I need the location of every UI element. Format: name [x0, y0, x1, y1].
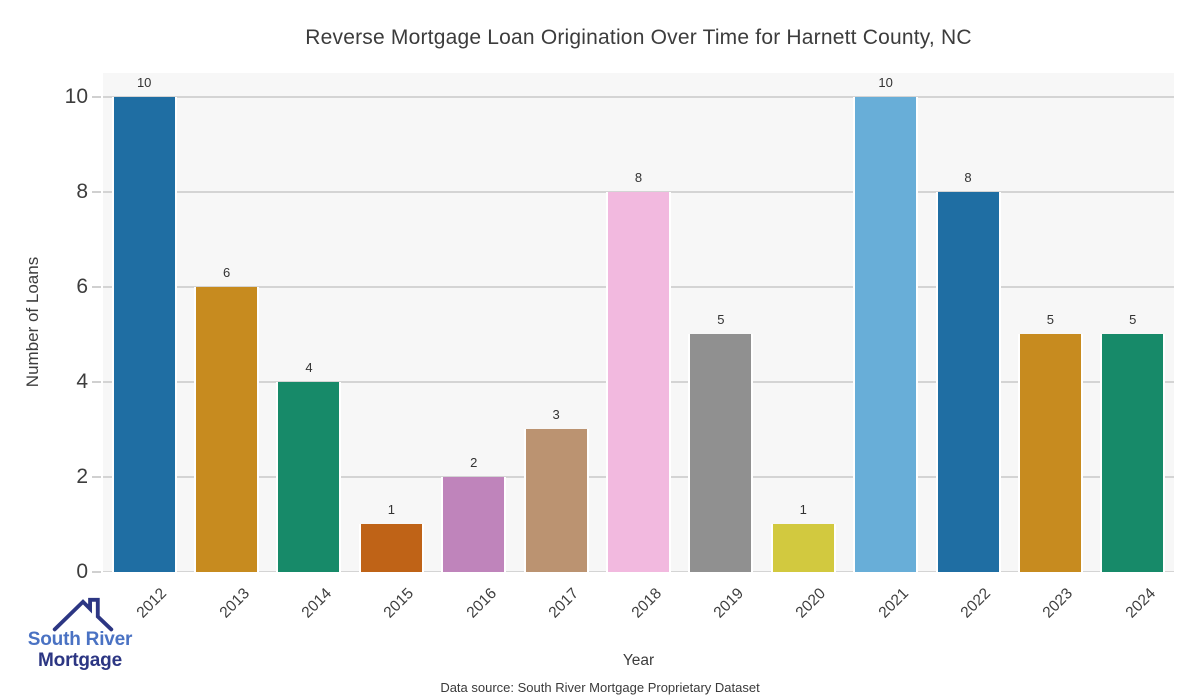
y-tick-label-2: 2: [76, 464, 88, 488]
bar-value-label: 5: [717, 312, 725, 328]
bar-2022: [935, 191, 1001, 572]
house-roof-icon: [52, 597, 114, 632]
bar-value-label: 1: [387, 502, 395, 518]
gridline-y-8: [103, 190, 1174, 193]
y-tick-mark: [92, 571, 101, 573]
bar-value-label: 8: [964, 169, 972, 185]
y-tick-label-8: 8: [76, 179, 88, 203]
y-tick-label-0: 0: [76, 560, 88, 583]
bar-2014: [276, 381, 342, 572]
y-tick-mark: [92, 285, 101, 288]
data-source-note: Data source: South River Mortgage Propri…: [440, 680, 760, 695]
gridline-y-10: [103, 95, 1174, 98]
bar-value-label: 4: [305, 359, 313, 375]
bar-2023: [1017, 334, 1083, 572]
bar-value-label: 6: [222, 264, 231, 280]
south-river-mortgage-logo: South River Mortgage: [14, 596, 146, 672]
bar-2013: [194, 286, 260, 572]
bar-2016: [441, 476, 507, 572]
chart-title: Reverse Mortgage Loan Origination Over T…: [305, 26, 972, 49]
x-axis-title: Year: [622, 652, 655, 669]
bar-2012: [111, 96, 177, 572]
bar-2021: [853, 96, 919, 572]
bar-value-label: 8: [634, 169, 643, 185]
y-tick-label-4: 4: [76, 369, 88, 393]
bar-2015: [358, 524, 424, 572]
bar-value-label: 5: [1046, 312, 1055, 328]
bar-2018: [606, 191, 671, 572]
y-tick-mark: [92, 380, 101, 383]
y-tick-mark: [92, 475, 101, 478]
bar-value-label: 3: [552, 407, 560, 423]
y-tick-mark: [92, 190, 101, 193]
bar-2017: [523, 429, 589, 572]
logo-text-south-river: South River: [27, 629, 133, 650]
y-tick-mark: [92, 95, 101, 98]
bar-value-label: 2: [470, 454, 478, 470]
bar-value-label: 10: [136, 74, 152, 90]
plot-area: [103, 73, 1174, 572]
y-tick-label-10: 10: [64, 84, 88, 108]
bar-value-label: 1: [799, 502, 807, 518]
bar-value-label: 10: [878, 74, 893, 90]
y-tick-label-6: 6: [76, 274, 88, 298]
logo-text-mortgage: Mortgage: [38, 650, 122, 671]
bar-2020: [770, 524, 836, 572]
bar-value-label: 5: [1129, 312, 1137, 328]
bar-2024: [1100, 334, 1166, 572]
bar-2019: [688, 334, 754, 572]
